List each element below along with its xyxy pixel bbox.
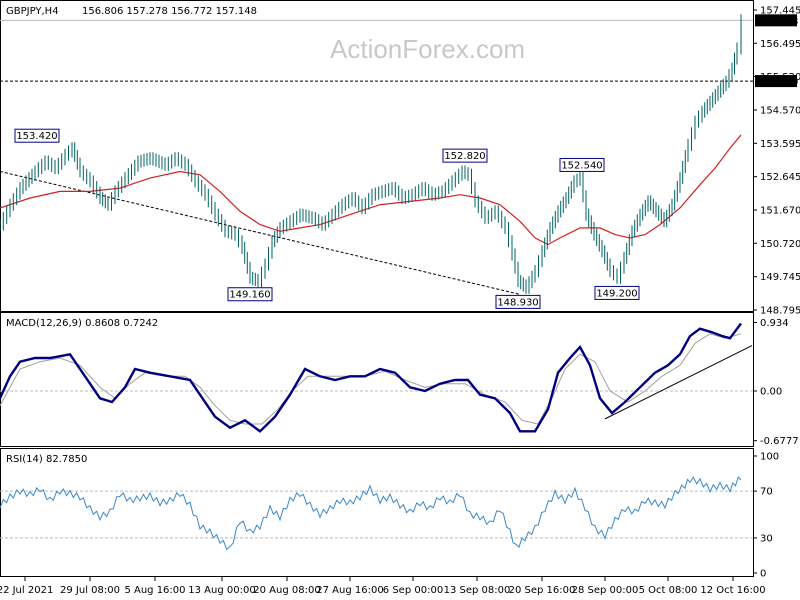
macd-signal-line [0, 333, 742, 425]
rsi-label: RSI(14) 82.7850 [6, 454, 87, 465]
macd-panel-frame [0, 312, 754, 447]
price-level-label: 155.320 [757, 77, 798, 88]
watermark: ActionForex.com [330, 34, 525, 64]
price-annotation-label: 153.420 [16, 131, 57, 142]
x-tick-label: 13 Aug 00:00 [188, 585, 255, 596]
x-tick-label: 28 Sep 00:00 [572, 585, 639, 596]
x-tick-label: 13 Sep 08:00 [444, 585, 511, 596]
price-panel-frame [0, 0, 754, 312]
x-tick-label: 29 Jul 08:00 [60, 585, 120, 596]
x-tick-label: 20 Sep 16:00 [509, 585, 576, 596]
price-ytick-label: 151.670 [760, 206, 800, 217]
price-annotation-label: 148.930 [497, 297, 538, 308]
rsi-ytick-label: 100 [760, 452, 779, 463]
x-tick-label: 27 Aug 16:00 [316, 585, 383, 596]
current-price-label: 157.148 [757, 16, 798, 27]
x-tick-label: 5 Aug 16:00 [124, 585, 185, 596]
price-annotation-box [442, 148, 488, 163]
x-tick-label: 12 Oct 16:00 [700, 585, 765, 596]
price-ytick-label: 154.570 [760, 106, 800, 117]
x-tick-label: 6 Sep 00:00 [383, 585, 443, 596]
price-ytick-label: 152.645 [760, 172, 800, 183]
price-annotation-label: 149.160 [229, 290, 270, 301]
x-tick-label: 20 Aug 08:00 [253, 585, 320, 596]
price-annotation-label: 152.820 [444, 151, 485, 162]
price-annotation-box [227, 287, 273, 302]
price-level-box [755, 75, 797, 88]
current-price-box [755, 14, 797, 27]
x-tick-label: 5 Oct 08:00 [639, 585, 698, 596]
price-ytick-label: 150.720 [760, 239, 800, 250]
x-tick-label: 22 Jul 2021 [0, 585, 53, 596]
rsi-line [0, 476, 742, 551]
rsi-ytick-label: 30 [760, 533, 773, 544]
price-annotation-box [594, 285, 640, 300]
price-ytick-label: 148.795 [760, 306, 800, 317]
price-ytick-label: 157.445 [760, 6, 800, 17]
macd-ytick-label: 0.934 [760, 318, 789, 329]
price-ytick-label: 149.745 [760, 272, 800, 283]
price-annotation-box [14, 128, 60, 143]
price-annotation-box [495, 294, 541, 309]
macd-trendline [604, 345, 753, 420]
rsi-ytick-label: 0 [760, 569, 766, 580]
macd-ytick-label: 0.00 [760, 387, 782, 398]
symbol-label: GBPJPY,H4 [6, 6, 59, 17]
rsi-panel-frame [0, 448, 754, 577]
price-annotation-label: 149.200 [596, 288, 637, 299]
macd-main-line [0, 322, 742, 433]
ohlc-readout: 156.806 157.278 156.772 157.148 [82, 6, 257, 17]
macd-ytick-label: -0.6777 [760, 436, 799, 447]
rsi-ytick-label: 70 [760, 487, 773, 498]
price-ytick-label: 156.495 [760, 39, 800, 50]
price-annotation-box [559, 157, 605, 172]
macd-label: MACD(12,26,9) 0.8608 0.7242 [6, 318, 158, 329]
price-ytick-label: 153.595 [760, 139, 800, 150]
moving-average-line [0, 134, 742, 246]
price-trendline [0, 170, 521, 295]
price-annotation-label: 152.540 [561, 160, 602, 171]
